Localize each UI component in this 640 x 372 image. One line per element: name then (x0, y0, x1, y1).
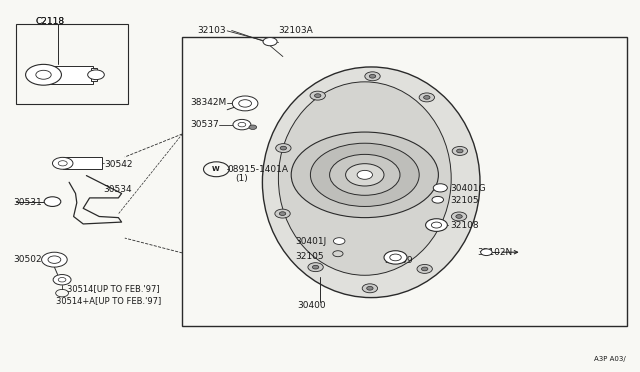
Circle shape (42, 252, 67, 267)
Text: 30542: 30542 (104, 160, 133, 169)
Circle shape (452, 147, 468, 155)
Bar (38, 66, 93, 84)
Text: 30401G: 30401G (450, 185, 486, 193)
Circle shape (362, 284, 378, 293)
Text: 30514+A[UP TO FEB.'97]: 30514+A[UP TO FEB.'97] (56, 296, 161, 305)
Circle shape (357, 170, 372, 179)
Circle shape (26, 64, 61, 85)
Circle shape (481, 249, 492, 256)
Circle shape (53, 275, 71, 285)
Circle shape (424, 96, 430, 99)
Text: (1): (1) (236, 174, 248, 183)
Circle shape (346, 164, 384, 186)
Text: 32108: 32108 (450, 221, 479, 230)
Circle shape (88, 70, 104, 80)
Text: A3P A03/: A3P A03/ (594, 356, 626, 362)
Ellipse shape (278, 82, 451, 275)
Bar (16, 24, 128, 104)
Bar (91, 68, 97, 81)
Circle shape (276, 144, 291, 153)
Circle shape (457, 149, 463, 153)
Text: 32103: 32103 (197, 26, 226, 35)
Text: 30537: 30537 (191, 120, 220, 129)
Text: 32109: 32109 (384, 256, 413, 265)
Circle shape (232, 96, 258, 111)
Text: 30502: 30502 (13, 255, 42, 264)
Ellipse shape (262, 67, 480, 298)
Circle shape (249, 125, 257, 129)
Circle shape (275, 209, 290, 218)
Circle shape (333, 238, 345, 244)
Bar (182, 37, 627, 326)
Circle shape (233, 119, 251, 130)
Circle shape (433, 184, 447, 192)
Text: 32103A: 32103A (278, 26, 313, 35)
Text: 30401J: 30401J (296, 237, 327, 246)
Circle shape (291, 132, 438, 218)
Circle shape (365, 72, 380, 81)
Circle shape (426, 219, 447, 231)
Text: 32105: 32105 (296, 252, 324, 261)
Circle shape (312, 265, 319, 269)
Text: W: W (212, 166, 220, 172)
Circle shape (44, 197, 61, 206)
Circle shape (419, 93, 435, 102)
Circle shape (456, 215, 462, 218)
Circle shape (263, 38, 277, 46)
Text: 30514[UP TO FEB.'97]: 30514[UP TO FEB.'97] (67, 285, 160, 294)
Bar (63, 157, 102, 169)
Circle shape (417, 264, 433, 273)
Text: 32102N: 32102N (477, 248, 512, 257)
Text: C2118: C2118 (35, 17, 65, 26)
Circle shape (52, 157, 73, 169)
Circle shape (308, 263, 323, 272)
Text: 38342M: 38342M (191, 98, 227, 107)
Text: 30534: 30534 (104, 185, 132, 194)
Circle shape (451, 212, 467, 221)
Text: 30400: 30400 (298, 301, 326, 310)
Circle shape (330, 154, 400, 195)
Circle shape (310, 91, 325, 100)
Text: 32105: 32105 (450, 196, 479, 205)
Circle shape (422, 267, 428, 271)
Circle shape (310, 143, 419, 206)
Circle shape (280, 146, 287, 150)
Text: 30531: 30531 (13, 198, 42, 207)
Text: C2118: C2118 (35, 17, 65, 26)
Circle shape (279, 212, 285, 215)
Circle shape (314, 94, 321, 97)
Circle shape (367, 286, 373, 290)
Text: 08915-1401A: 08915-1401A (227, 165, 288, 174)
Circle shape (384, 251, 407, 264)
Circle shape (432, 196, 444, 203)
Circle shape (369, 74, 376, 78)
